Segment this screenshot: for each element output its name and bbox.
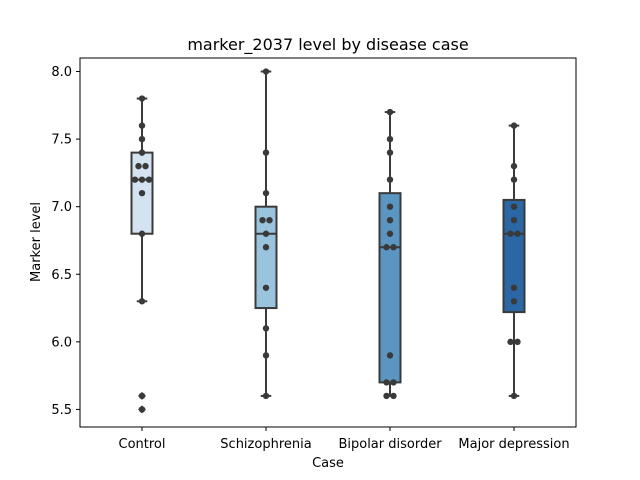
y-tick-label: 8.0 (51, 65, 72, 80)
data-point (514, 338, 521, 346)
data-point (262, 352, 270, 359)
data-point (514, 230, 521, 237)
swarm-group (383, 108, 397, 400)
data-point (507, 230, 514, 237)
data-point (259, 216, 266, 224)
data-point (262, 284, 270, 291)
x-tick-label: Schizophrenia (220, 437, 311, 452)
data-point (262, 189, 270, 197)
data-point (510, 203, 518, 210)
x-tick-label: Control (119, 437, 166, 452)
data-point (383, 379, 390, 386)
data-point (138, 122, 146, 129)
box (378, 192, 402, 384)
y-axis: 5.5 6.0 6.5 7.0 7.5 8.0 (51, 65, 80, 418)
y-tick-label: 6.5 (51, 268, 72, 283)
box-group (130, 97, 154, 414)
data-point (386, 149, 394, 156)
data-point (386, 108, 394, 116)
y-tick-label: 7.5 (51, 133, 72, 148)
data-point (383, 392, 390, 400)
x-axis: Control Schizophrenia Bipolar disorder Majo… (119, 427, 570, 452)
data-point (386, 216, 394, 224)
data-point (138, 95, 146, 102)
data-point (510, 162, 518, 170)
box-group (378, 111, 402, 397)
data-point (510, 298, 518, 305)
data-point (138, 176, 146, 183)
data-point (510, 122, 518, 129)
y-tick-label: 5.5 (51, 403, 72, 418)
data-point (510, 392, 518, 400)
data-point (507, 338, 514, 346)
data-point (390, 392, 397, 400)
data-point (262, 230, 270, 237)
x-tick-label: Major depression (458, 437, 569, 452)
data-point (135, 162, 142, 170)
y-tick-label: 6.0 (51, 335, 72, 350)
data-point (510, 284, 518, 291)
data-point (138, 135, 146, 143)
plot-frame (79, 57, 577, 428)
data-point (138, 149, 146, 156)
data-point (386, 176, 394, 183)
data-point (383, 244, 390, 251)
x-axis-label: Case (312, 456, 344, 471)
data-point (138, 406, 146, 413)
swarm-group (131, 95, 153, 413)
data-point (510, 176, 518, 183)
swarm-group (259, 68, 273, 400)
y-axis-label: Marker level (29, 202, 44, 282)
data-point (262, 392, 270, 400)
y-tick-label: 7.0 (51, 200, 72, 215)
swarm-group (507, 122, 521, 400)
data-point (262, 244, 270, 251)
data-point (138, 230, 146, 237)
chart-title: marker_2037 level by disease case (187, 35, 468, 55)
data-point (390, 379, 397, 386)
box-group (502, 124, 526, 397)
data-point (138, 298, 146, 305)
x-tick-label: Bipolar disorder (338, 437, 442, 452)
data-point (390, 244, 397, 251)
data-point (138, 189, 146, 197)
data-point (510, 216, 518, 224)
data-point (386, 230, 394, 237)
data-point (266, 216, 273, 224)
box (502, 198, 526, 314)
data-point (386, 352, 394, 359)
box (254, 205, 278, 310)
data-point (131, 176, 139, 183)
data-point (386, 203, 394, 210)
data-point (262, 325, 270, 332)
data-point (138, 392, 146, 400)
data-point (142, 162, 149, 170)
data-point (262, 149, 270, 156)
plot-area (130, 68, 526, 414)
data-point (386, 135, 394, 143)
data-point (262, 68, 270, 75)
data-point (145, 176, 153, 183)
